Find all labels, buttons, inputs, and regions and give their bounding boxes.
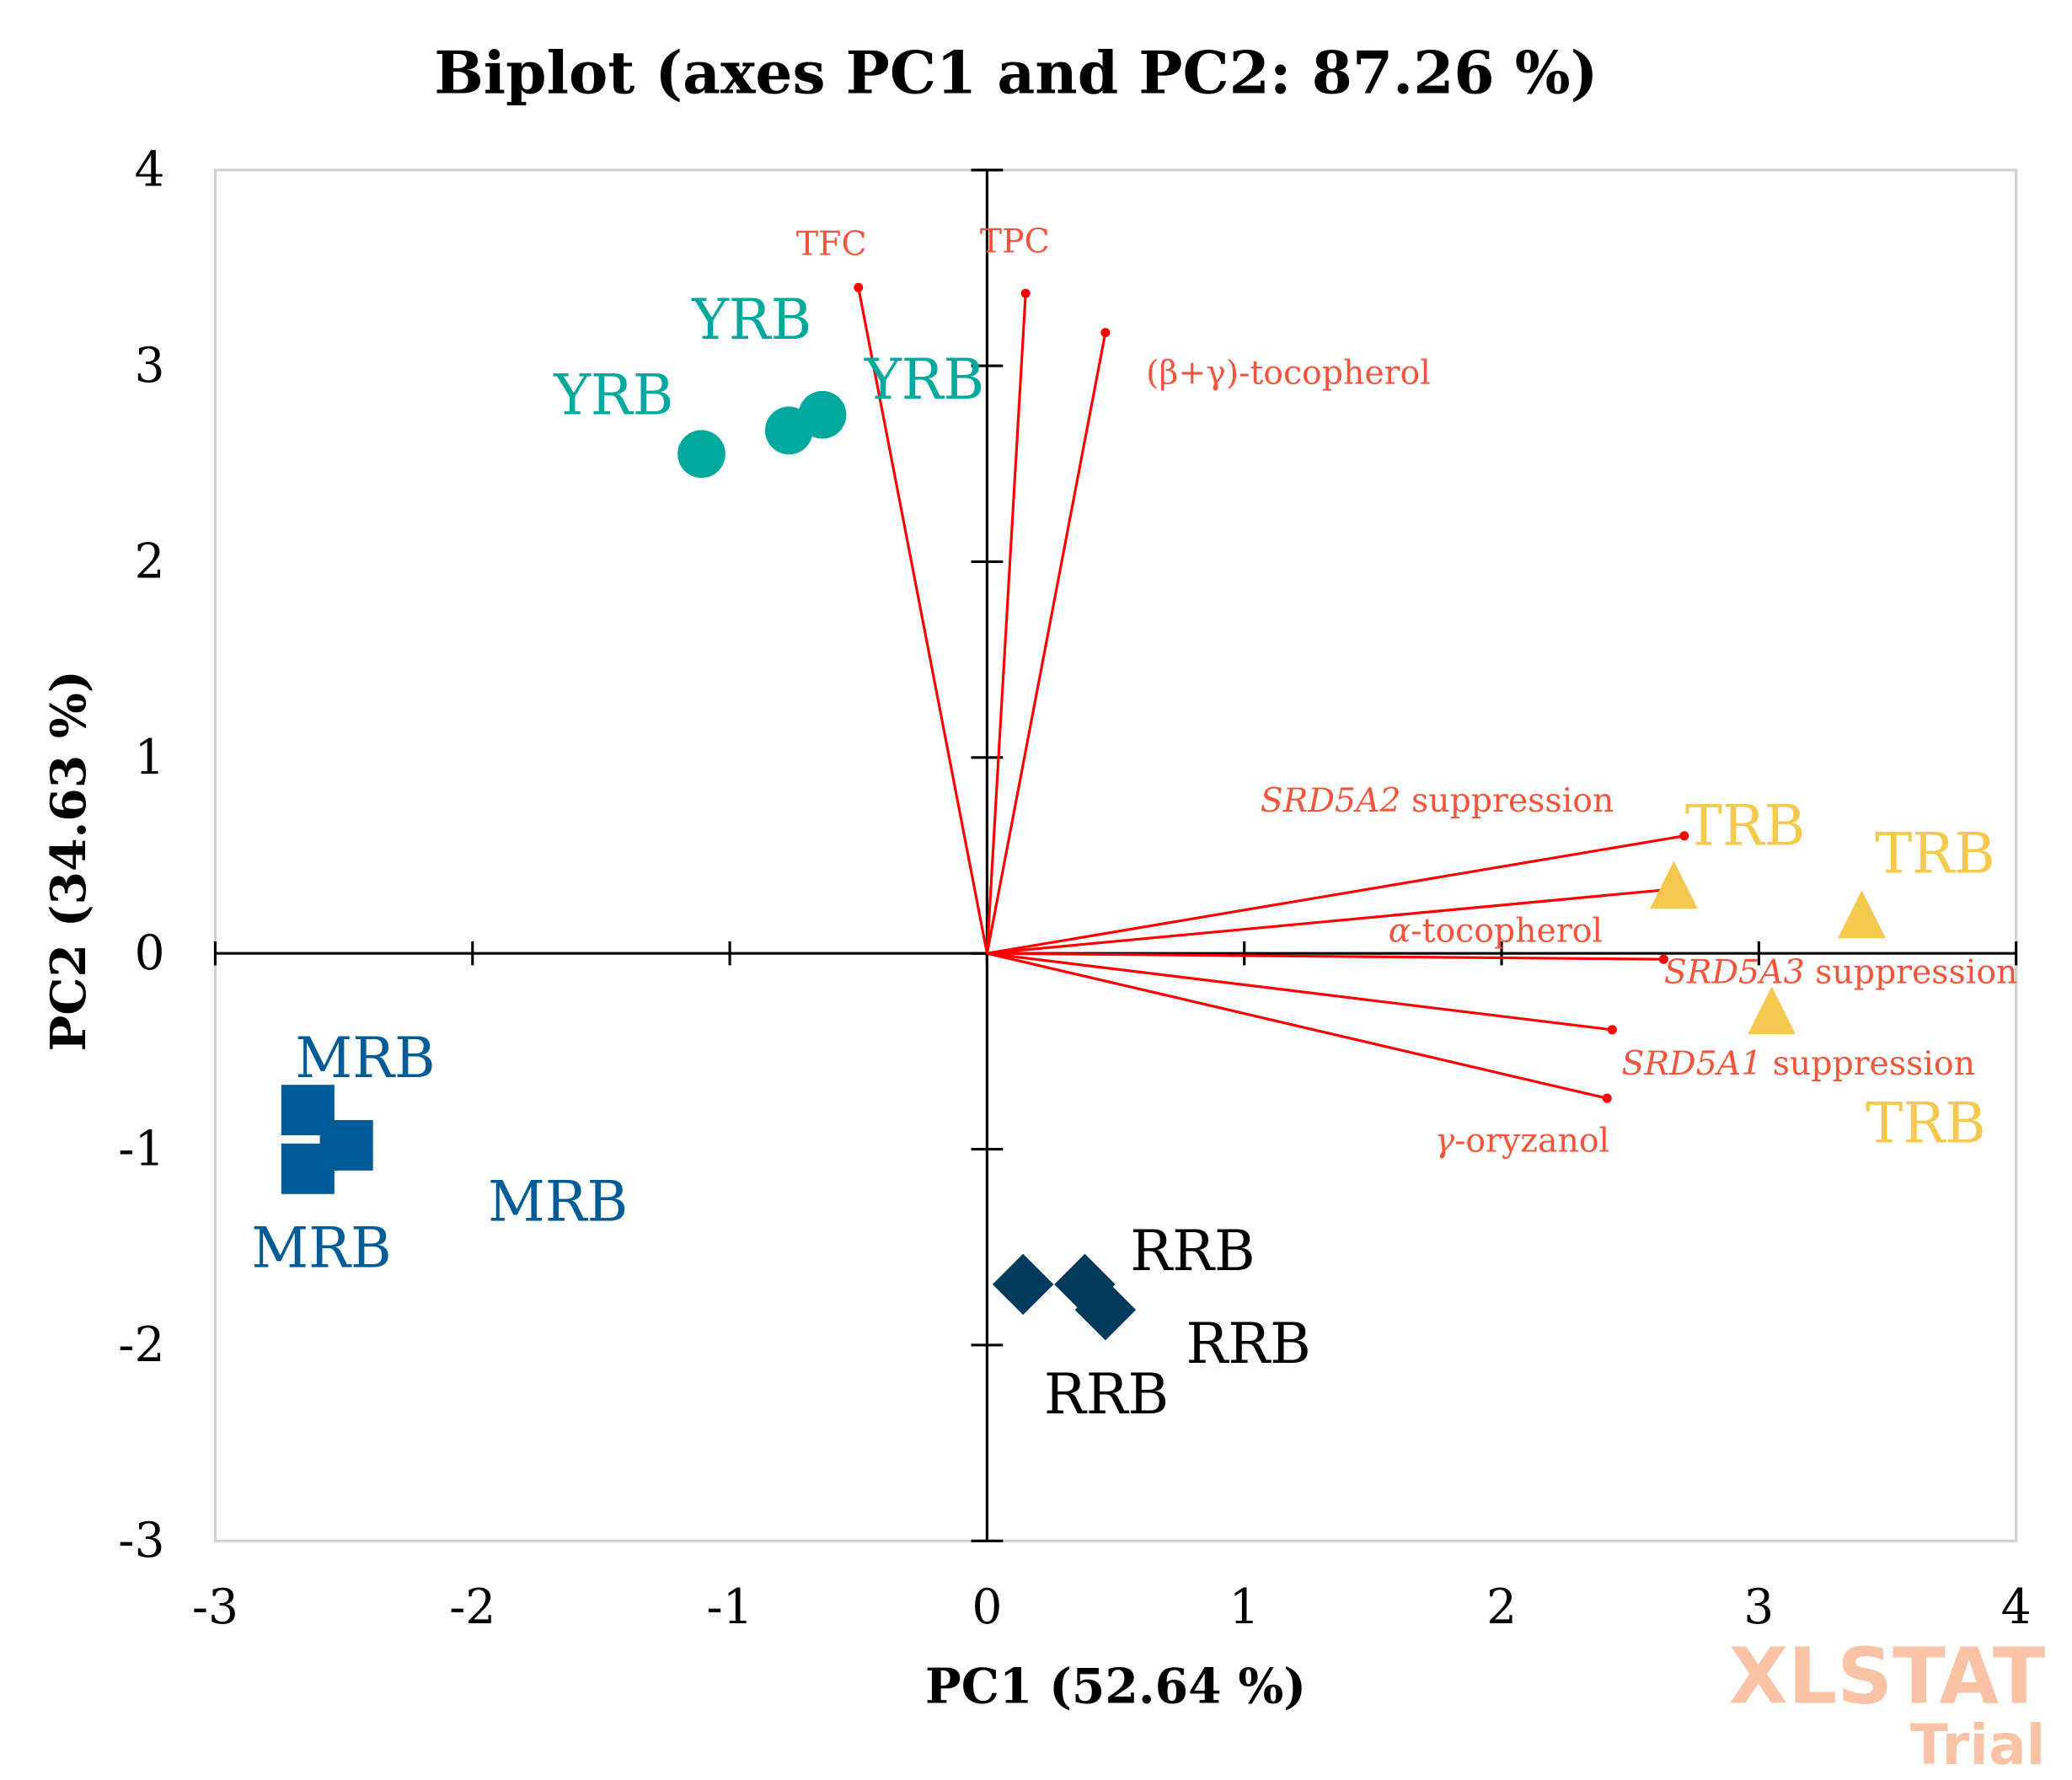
vector-label-text: TPC bbox=[980, 222, 1050, 260]
y-tick-label: 4 bbox=[134, 142, 164, 198]
y-tick-label: 2 bbox=[134, 533, 164, 589]
y-tick-label: 1 bbox=[134, 730, 164, 785]
x-axis-title: PC1 (52.64 %) bbox=[925, 1659, 1306, 1715]
vector-label: γ-oryzanol bbox=[1435, 1121, 1610, 1160]
data-point-triangle bbox=[1650, 861, 1698, 909]
data-point-label: MRB bbox=[251, 1216, 391, 1281]
data-point-label: YRB bbox=[864, 347, 984, 412]
data-point-label: YRB bbox=[691, 287, 811, 352]
vector-endpoint bbox=[1679, 831, 1689, 841]
watermark-logo: XLSTAT bbox=[1729, 1632, 2046, 1722]
data-point-label: RRB bbox=[1044, 1362, 1169, 1427]
data-point-triangle bbox=[1748, 986, 1796, 1034]
vector-endpoint bbox=[1020, 288, 1031, 298]
data-point-label: MRB bbox=[488, 1169, 628, 1234]
vector-label-italic: SRD5A1 bbox=[1621, 1044, 1762, 1083]
vector-label-text: (β+γ)-tocopherol bbox=[1146, 353, 1431, 392]
x-tick-label: -1 bbox=[706, 1579, 752, 1635]
vector-label: TFC bbox=[796, 225, 867, 264]
vector-label-text: -oryzanol bbox=[1454, 1121, 1609, 1160]
x-tick-label: 2 bbox=[1486, 1579, 1517, 1635]
data-point-label: RRB bbox=[1186, 1311, 1311, 1376]
loading-vector bbox=[987, 834, 1685, 955]
data-point-circle bbox=[677, 430, 725, 479]
x-tick-label: -2 bbox=[449, 1579, 495, 1635]
data-point-diamond bbox=[1074, 1279, 1137, 1341]
vector-label-italic: SRD5A2 bbox=[1261, 781, 1401, 820]
y-axis-title: PC2 (34.63 %) bbox=[41, 670, 97, 1051]
x-tick-label: 4 bbox=[2001, 1579, 2032, 1635]
vector-label: (β+γ)-tocopherol bbox=[1146, 353, 1431, 392]
data-point-square bbox=[281, 1143, 335, 1194]
vector-label-text: suppression bbox=[1762, 1044, 1975, 1083]
watermark-trial: Trial bbox=[1910, 1713, 2046, 1777]
vector-label-italic: α bbox=[1389, 911, 1411, 950]
vector-label-text: suppression bbox=[1400, 781, 1614, 820]
y-tick-label: -1 bbox=[118, 1121, 164, 1177]
loading-vector bbox=[985, 293, 1027, 954]
data-point-label: YRB bbox=[553, 363, 673, 428]
y-tick-label: 3 bbox=[134, 338, 164, 394]
data-point-circle bbox=[798, 390, 847, 439]
vector-label-italic: γ bbox=[1435, 1121, 1455, 1160]
loading-vector bbox=[987, 952, 1608, 1100]
y-tick-label: 0 bbox=[134, 925, 164, 981]
data-point-label: TRB bbox=[1875, 822, 1995, 887]
loading-vector bbox=[987, 952, 1613, 1032]
vector-label-text: TFC bbox=[796, 225, 867, 264]
data-point-label: RRB bbox=[1130, 1219, 1255, 1284]
vector-label: SRD5A1 suppression bbox=[1621, 1044, 1975, 1083]
x-tick-label: -3 bbox=[192, 1579, 238, 1635]
vector-label-italic: SRD5A3 bbox=[1664, 952, 1805, 991]
loading-vector bbox=[857, 287, 988, 954]
vector-label: α-tocopherol bbox=[1389, 911, 1603, 950]
data-point-label: TRB bbox=[1866, 1091, 1986, 1155]
data-point-triangle bbox=[1838, 890, 1886, 939]
vector-endpoint bbox=[1602, 1093, 1612, 1103]
data-point-diamond bbox=[992, 1253, 1054, 1316]
x-tick-label: 3 bbox=[1743, 1579, 1774, 1635]
loading-vector bbox=[987, 887, 1677, 955]
vector-label: SRD5A2 suppression bbox=[1261, 781, 1614, 820]
x-tick-label: 1 bbox=[1229, 1579, 1260, 1635]
vector-endpoint bbox=[1658, 954, 1668, 964]
vector-endpoint bbox=[1607, 1025, 1617, 1035]
x-tick-label: 0 bbox=[972, 1579, 1002, 1635]
vector-label: SRD5A3 suppression bbox=[1664, 952, 2018, 991]
y-tick-label: -3 bbox=[118, 1513, 164, 1568]
vector-label-text: -tocopherol bbox=[1411, 911, 1603, 950]
vector-label-text: suppression bbox=[1805, 952, 2018, 991]
chart-title: Biplot (axes PC1 and PC2: 87.26 %) bbox=[434, 39, 1598, 107]
vector-label: TPC bbox=[980, 222, 1050, 260]
vector-endpoint bbox=[854, 282, 864, 292]
loading-vector bbox=[987, 952, 1664, 961]
vector-endpoint bbox=[1100, 328, 1111, 338]
data-point-label: MRB bbox=[295, 1026, 435, 1091]
loading-vector bbox=[985, 332, 1107, 954]
y-tick-label: -2 bbox=[118, 1317, 164, 1373]
plot-area bbox=[213, 169, 2018, 1542]
data-point-label: TRB bbox=[1685, 793, 1806, 858]
